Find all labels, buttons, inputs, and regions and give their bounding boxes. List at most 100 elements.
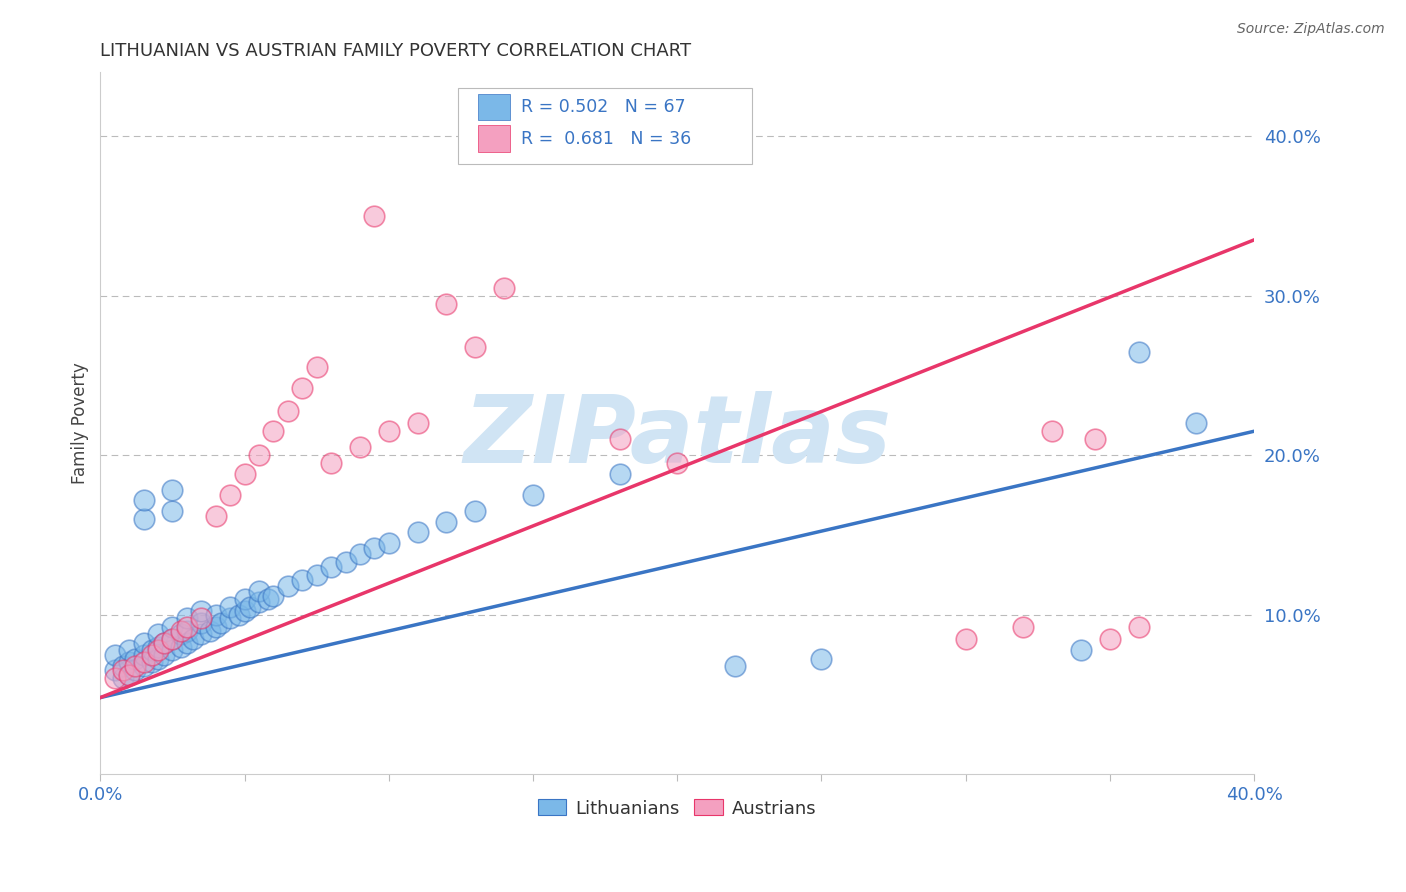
Point [464,504,486,518]
FancyBboxPatch shape [478,125,510,152]
Point [190,615,212,630]
Point [190,627,212,641]
Point [609,432,631,446]
Point [141,656,163,670]
Point [436,515,458,529]
Point [378,536,401,550]
Point [153,636,176,650]
Point [104,648,127,662]
Point [233,467,256,482]
Text: ZIPatlas: ZIPatlas [463,392,891,483]
Point [211,615,233,630]
Point [219,488,242,502]
Point [262,424,284,438]
Point [118,642,141,657]
Y-axis label: Family Poverty: Family Poverty [72,362,89,484]
Point [406,417,429,431]
Point [349,547,371,561]
Point [162,632,184,646]
Point [170,627,193,641]
Point [118,656,141,670]
Point [1098,632,1121,646]
Point [146,642,169,657]
Point [190,604,212,618]
Point [162,642,184,657]
Point [319,456,342,470]
Point [247,448,270,462]
Point [363,541,385,555]
Point [104,672,127,686]
Point [141,648,163,662]
Point [239,599,262,614]
Point [247,595,270,609]
Point [204,607,226,622]
Point [256,591,278,606]
Point [204,620,226,634]
Point [146,652,169,666]
Point [132,656,155,670]
Point [436,296,458,310]
Point [1040,424,1063,438]
Point [233,591,256,606]
Point [277,579,299,593]
Point [118,668,141,682]
Point [955,632,977,646]
Point [198,624,221,638]
Point [162,504,184,518]
Point [162,632,184,646]
Point [319,559,342,574]
Point [262,589,284,603]
Point [305,567,328,582]
Point [112,658,135,673]
Point [181,632,204,646]
Point [1012,620,1035,634]
FancyBboxPatch shape [458,88,752,163]
Point [1185,417,1208,431]
Point [146,640,169,654]
Point [190,611,212,625]
Point [305,360,328,375]
Point [335,555,357,569]
Point [378,424,401,438]
Point [277,403,299,417]
Point [464,340,486,354]
Point [124,658,146,673]
Point [204,508,226,523]
Point [132,658,155,673]
Point [153,648,176,662]
Point [291,381,314,395]
Text: LITHUANIAN VS AUSTRIAN FAMILY POVERTY CORRELATION CHART: LITHUANIAN VS AUSTRIAN FAMILY POVERTY CO… [100,42,692,60]
Point [522,488,544,502]
Point [146,627,169,641]
Point [406,524,429,539]
Point [609,467,631,482]
Point [291,573,314,587]
Legend: Lithuanians, Austrians: Lithuanians, Austrians [530,792,824,825]
Point [363,209,385,223]
Point [132,648,155,662]
Point [1070,642,1092,657]
Point [132,636,155,650]
Point [141,642,163,657]
Point [1128,344,1150,359]
Point [247,583,270,598]
Point [170,640,193,654]
Point [132,512,155,526]
Point [162,483,184,498]
Text: R =  0.681   N = 36: R = 0.681 N = 36 [522,129,692,147]
Point [124,652,146,666]
Point [810,652,832,666]
Point [219,599,242,614]
Point [170,624,193,638]
FancyBboxPatch shape [478,94,510,120]
Point [494,281,516,295]
Point [104,664,127,678]
Point [176,611,198,625]
Point [233,604,256,618]
Point [176,620,198,634]
Point [112,672,135,686]
Point [162,620,184,634]
Point [666,456,689,470]
Point [228,607,250,622]
Point [132,492,155,507]
